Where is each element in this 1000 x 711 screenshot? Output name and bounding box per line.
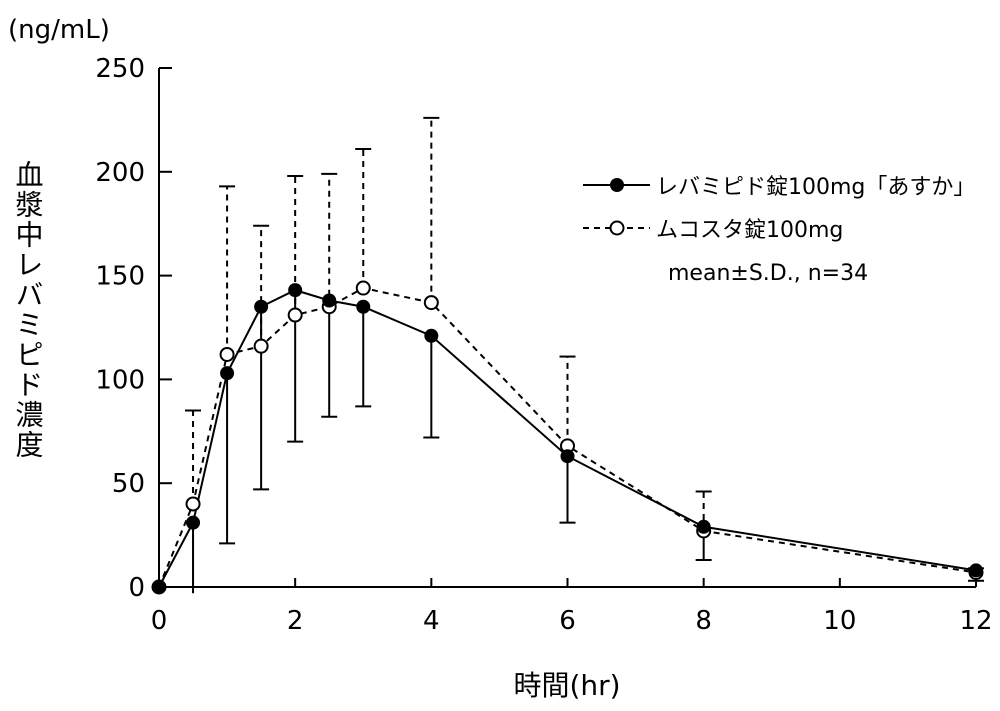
data-point-filled <box>969 563 983 578</box>
data-point-filled <box>186 515 201 530</box>
x-tick-label: 6 <box>559 606 576 636</box>
x-tick-label: 0 <box>151 606 168 636</box>
data-point-filled <box>254 299 269 314</box>
y-tick-label: 250 <box>95 54 145 84</box>
legend-marker-open <box>609 220 625 236</box>
data-point-filled <box>356 299 371 314</box>
x-tick-label: 2 <box>287 606 304 636</box>
x-tick-label: 8 <box>695 606 712 636</box>
data-point-open <box>355 280 371 296</box>
data-point-open <box>219 346 235 362</box>
data-point-filled <box>220 366 235 381</box>
series-line-1 <box>158 287 977 588</box>
data-point-filled <box>560 449 575 464</box>
y-tick-label: 0 <box>128 573 145 603</box>
x-axis-label: 時間(hr) <box>513 669 620 702</box>
x-tick-label: 12 <box>959 606 992 636</box>
data-point-filled <box>152 580 166 594</box>
y-unit-label: (ng/mL) <box>8 15 110 45</box>
data-point-open <box>253 338 269 354</box>
y-tick-label: 100 <box>95 365 145 395</box>
data-point-filled <box>288 283 303 298</box>
data-point-filled <box>696 519 711 534</box>
legend: レバミピド錠100mg「あすか」 ムコスタ錠100mg mean±S.D., n… <box>583 175 975 286</box>
axes: 0 2 4 6 8 10 12 0 50 100 150 200 250 <box>95 54 992 636</box>
x-tick-label: 10 <box>823 606 856 636</box>
data-points <box>151 280 984 595</box>
stats-annotation: mean±S.D., n=34 <box>668 261 868 286</box>
y-tick-label: 150 <box>95 262 145 292</box>
y-tick-label: 50 <box>112 469 145 499</box>
data-point-filled <box>424 328 439 343</box>
data-point-open <box>287 307 303 323</box>
x-tick-label: 4 <box>423 606 440 636</box>
legend-label-1: ムコスタ錠100mg <box>656 218 843 243</box>
y-axis-label: 血漿中レバミピド濃度 <box>12 160 45 460</box>
legend-marker-filled <box>610 178 624 192</box>
series-lines <box>158 287 977 588</box>
data-point-open <box>185 496 201 512</box>
data-point-open <box>423 295 439 311</box>
y-tick-label: 200 <box>95 158 145 188</box>
legend-label-0: レバミピド錠100mg「あすか」 <box>656 175 975 200</box>
data-point-filled <box>322 293 337 308</box>
